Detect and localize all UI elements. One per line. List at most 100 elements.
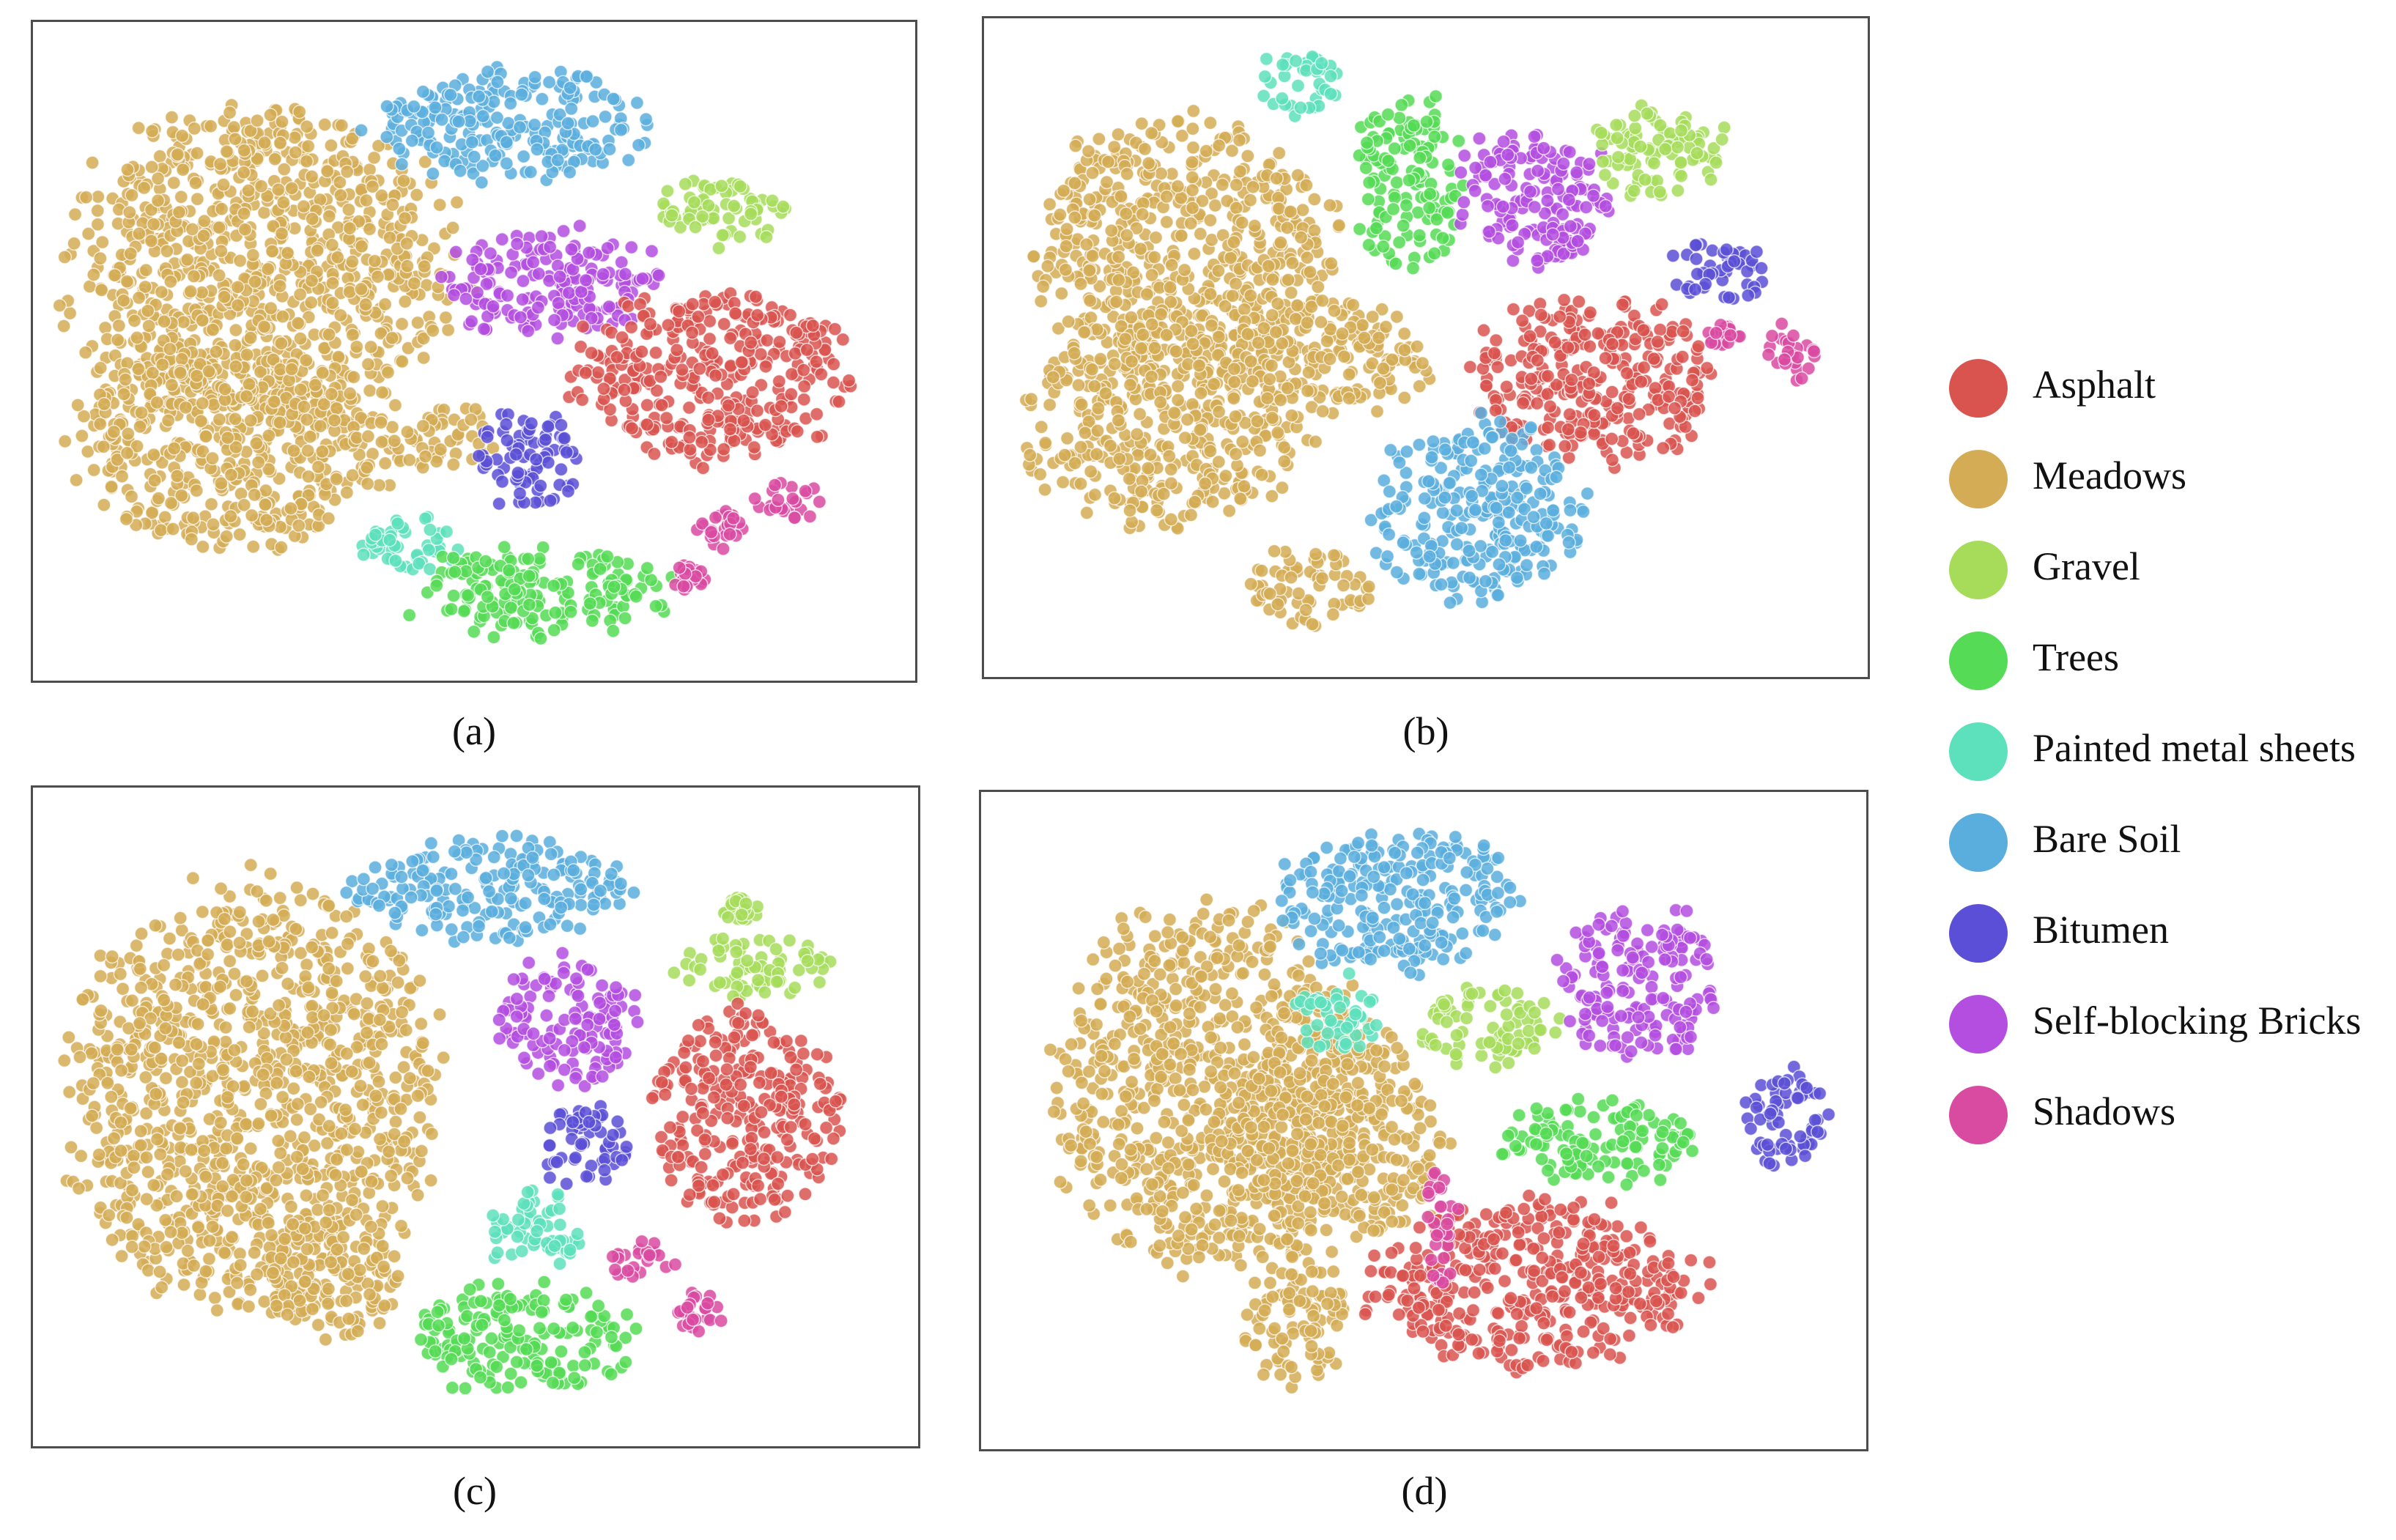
data-point [114, 469, 130, 484]
data-point [1164, 462, 1178, 477]
data-point [1619, 366, 1635, 381]
data-point [1261, 259, 1276, 273]
data-point [787, 510, 802, 525]
data-point [1036, 279, 1051, 294]
cluster-self-blocking-bricks [434, 218, 666, 346]
data-point [1211, 404, 1227, 419]
data-point [1583, 305, 1598, 320]
data-point [1464, 489, 1479, 503]
data-point [470, 285, 485, 300]
data-point [1597, 167, 1613, 182]
data-point [1709, 325, 1723, 341]
data-point [1081, 144, 1096, 159]
data-point [147, 473, 162, 488]
cluster-meadows [387, 401, 500, 475]
data-point [1413, 150, 1427, 166]
data-point [1761, 347, 1776, 362]
data-point [205, 451, 220, 466]
data-point [1415, 355, 1430, 371]
data-point [1250, 414, 1265, 429]
data-point [1203, 115, 1218, 130]
data-point [1114, 189, 1128, 204]
data-point [144, 234, 159, 248]
data-point [1670, 140, 1685, 155]
data-point [1051, 321, 1066, 336]
data-point [1633, 139, 1648, 154]
data-point [230, 298, 245, 313]
data-point [189, 369, 204, 383]
cluster-meadows [1026, 103, 1347, 390]
data-point [301, 469, 316, 484]
data-point [1539, 516, 1553, 531]
data-point [1271, 425, 1285, 440]
data-point [1293, 230, 1309, 245]
data-point [1320, 333, 1334, 349]
data-point [1038, 482, 1052, 497]
data-point [1487, 346, 1502, 360]
data-point [90, 217, 106, 232]
data-point [274, 540, 289, 555]
data-point [345, 254, 360, 269]
data-point [464, 314, 479, 329]
data-point [429, 578, 444, 593]
data-point [1144, 369, 1159, 384]
data-point [583, 596, 598, 611]
data-point [380, 365, 396, 380]
data-point [733, 179, 747, 194]
data-point [521, 324, 536, 338]
data-point [1412, 437, 1427, 452]
data-point [514, 87, 529, 102]
data-point [170, 469, 185, 484]
data-point [584, 346, 599, 360]
data-point [644, 244, 659, 259]
data-point [1219, 468, 1233, 484]
data-point [1169, 344, 1183, 359]
data-point [1556, 156, 1571, 171]
data-point [506, 615, 521, 631]
data-point [1227, 361, 1242, 377]
data-point [617, 382, 632, 397]
data-point [223, 467, 239, 482]
data-point [261, 462, 276, 477]
data-point [1540, 369, 1556, 384]
data-point [1293, 100, 1308, 115]
scatter-plot-frame [982, 16, 1870, 679]
data-point [606, 92, 621, 106]
data-point [186, 269, 201, 284]
data-point [814, 367, 829, 382]
data-point [293, 893, 308, 908]
data-point [1523, 420, 1539, 435]
data-point [1474, 406, 1489, 421]
data-point [1561, 422, 1575, 437]
data-point [1491, 515, 1506, 530]
data-point [1273, 393, 1288, 407]
data-point [329, 472, 344, 486]
data-point [451, 114, 466, 129]
data-point [214, 244, 229, 259]
data-point [230, 280, 245, 295]
data-point [1556, 292, 1572, 308]
data-point [212, 220, 226, 235]
data-point [1583, 339, 1597, 354]
data-point [300, 119, 314, 134]
data-point [1727, 254, 1742, 269]
data-point [1499, 380, 1514, 394]
data-point [1690, 390, 1705, 406]
data-point [300, 138, 316, 154]
data-point [1147, 250, 1162, 264]
data-point [640, 417, 654, 432]
data-point [232, 527, 247, 542]
data-point [249, 436, 264, 451]
data-point [153, 522, 169, 538]
data-point [692, 361, 707, 377]
data-point [476, 108, 490, 124]
data-point [1130, 427, 1145, 442]
data-point [487, 630, 501, 645]
data-point [81, 226, 96, 241]
data-point [1323, 69, 1338, 84]
data-point [163, 274, 178, 289]
data-point [1186, 336, 1200, 352]
data-point [648, 599, 663, 614]
data-point [1572, 295, 1586, 309]
data-point [1211, 454, 1226, 470]
